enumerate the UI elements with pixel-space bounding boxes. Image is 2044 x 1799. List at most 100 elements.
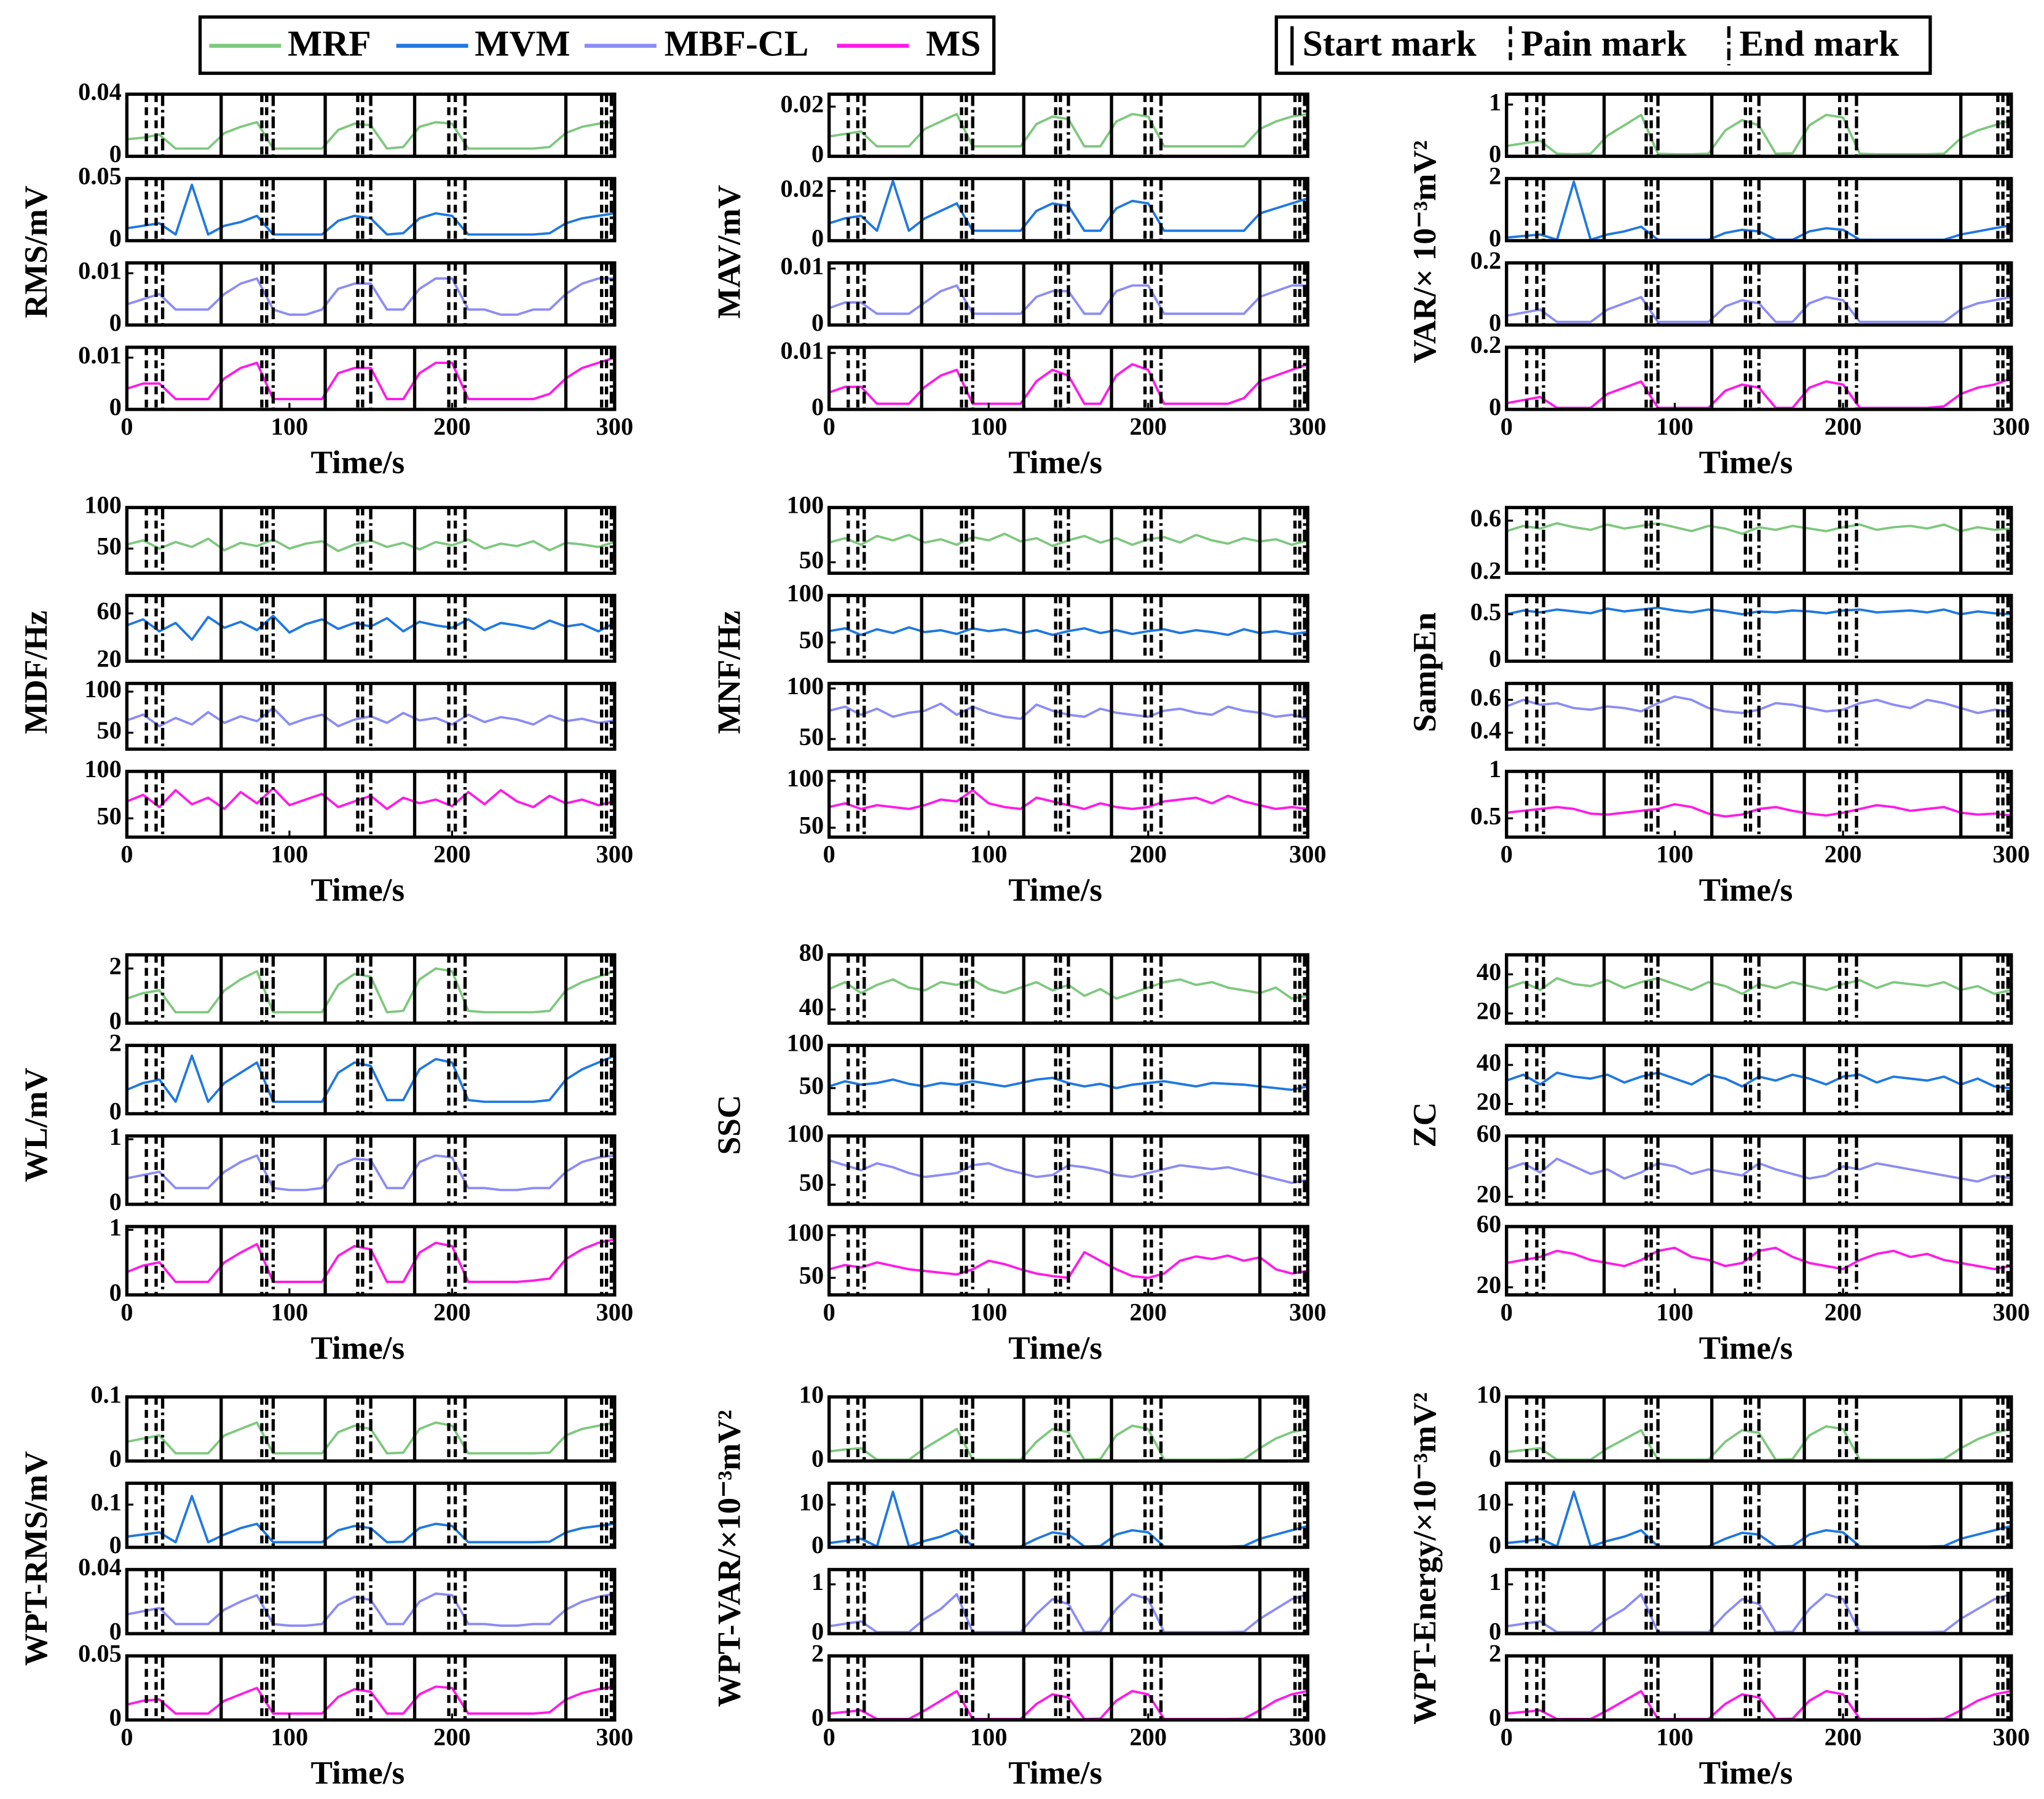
y-tick-label: 100 bbox=[787, 672, 824, 700]
axes-box bbox=[125, 1225, 617, 1297]
x-tick-label: 200 bbox=[1129, 413, 1167, 440]
y-tick-label: 100 bbox=[787, 579, 824, 607]
y-tick-label: 0 bbox=[1489, 1704, 1501, 1731]
y-tick-label: 0.02 bbox=[780, 175, 824, 202]
x-tick-label: 300 bbox=[1993, 840, 2030, 868]
x-tick-label: 100 bbox=[970, 1298, 1008, 1326]
axes-box bbox=[827, 1395, 1309, 1463]
x-tick-label: 0 bbox=[823, 1723, 835, 1751]
y-tick-label: 40 bbox=[799, 993, 824, 1021]
x-axis-label: Time/s bbox=[1008, 445, 1102, 481]
y-tick-label: 10 bbox=[799, 1488, 824, 1516]
axes-box bbox=[125, 92, 617, 158]
axes-box bbox=[827, 681, 1309, 751]
legend-label: Start mark bbox=[1303, 23, 1477, 63]
axes-box bbox=[827, 769, 1309, 839]
x-tick-label: 300 bbox=[1993, 1298, 2030, 1326]
x-axis-label: Time/s bbox=[1008, 872, 1102, 908]
axes-box bbox=[125, 261, 617, 327]
legend-label: MBF-CL bbox=[665, 23, 809, 63]
y-axis-label: WL/mV bbox=[18, 1067, 54, 1182]
y-tick-label: 0.2 bbox=[1470, 331, 1502, 358]
y-tick-label: 100 bbox=[84, 755, 122, 783]
y-tick-label: 20 bbox=[1477, 1180, 1501, 1208]
y-tick-label: 10 bbox=[1477, 1488, 1501, 1516]
x-tick-label: 0 bbox=[120, 1723, 133, 1751]
y-tick-label: 0.2 bbox=[1470, 247, 1502, 274]
axes-box bbox=[827, 1654, 1309, 1722]
y-axis-label: MNF/Hz bbox=[711, 611, 748, 734]
y-tick-label: 10 bbox=[799, 1380, 824, 1408]
y-axis-label: SSC bbox=[711, 1095, 748, 1155]
x-axis-label: Time/s bbox=[311, 445, 405, 481]
y-tick-label: 0.04 bbox=[78, 1553, 122, 1581]
x-tick-label: 300 bbox=[596, 1723, 634, 1751]
axes-box bbox=[125, 953, 617, 1025]
x-tick-label: 200 bbox=[1129, 1723, 1167, 1751]
y-tick-label: 50 bbox=[97, 716, 121, 744]
x-tick-label: 0 bbox=[823, 413, 835, 440]
y-tick-label: 0.01 bbox=[78, 257, 122, 285]
axes-box bbox=[827, 1225, 1309, 1297]
axes-box bbox=[827, 505, 1309, 575]
x-tick-label: 0 bbox=[1501, 840, 1513, 868]
y-tick-label: 50 bbox=[799, 722, 824, 750]
series-line bbox=[1506, 522, 2011, 536]
axes-box bbox=[1505, 953, 2013, 1025]
axes-box bbox=[1505, 1568, 2013, 1635]
y-tick-label: 2 bbox=[109, 1029, 122, 1057]
axes-box bbox=[1505, 1395, 2013, 1463]
x-tick-label: 200 bbox=[433, 840, 471, 868]
y-tick-label: 2 bbox=[1489, 162, 1501, 190]
series-line bbox=[126, 1054, 615, 1103]
axes-box bbox=[827, 1568, 1309, 1635]
x-tick-label: 100 bbox=[1656, 1298, 1694, 1326]
axes-box bbox=[125, 346, 617, 411]
y-tick-label: 20 bbox=[1477, 997, 1501, 1025]
y-tick-label: 0 bbox=[811, 1704, 824, 1731]
legend-label: End mark bbox=[1739, 23, 1900, 63]
y-tick-label: 0 bbox=[811, 224, 824, 252]
y-axis-label: MAV/mV bbox=[711, 185, 748, 319]
x-tick-label: 0 bbox=[120, 1298, 133, 1326]
y-tick-label: 0.01 bbox=[780, 252, 824, 280]
axes-box bbox=[1505, 346, 2013, 411]
x-axis-label: Time/s bbox=[1008, 1755, 1102, 1791]
y-tick-label: 1 bbox=[811, 1568, 824, 1595]
y-tick-label: 0.4 bbox=[1470, 716, 1502, 744]
axes-box bbox=[125, 1043, 617, 1116]
y-tick-label: 100 bbox=[84, 491, 122, 519]
y-tick-label: 50 bbox=[799, 1072, 824, 1099]
y-tick-label: 40 bbox=[1477, 958, 1501, 986]
y-tick-label: 0 bbox=[109, 224, 122, 252]
series-line bbox=[126, 356, 615, 400]
y-tick-label: 0 bbox=[109, 1097, 122, 1125]
y-tick-label: 0 bbox=[1489, 1617, 1501, 1645]
axes-box bbox=[827, 346, 1309, 411]
y-tick-label: 0.2 bbox=[1470, 557, 1502, 585]
series-line bbox=[1506, 803, 2012, 818]
y-tick-label: 100 bbox=[787, 1029, 824, 1057]
x-tick-label: 0 bbox=[1501, 413, 1513, 440]
y-tick-label: 50 bbox=[799, 546, 824, 574]
y-tick-label: 20 bbox=[1477, 1088, 1501, 1115]
x-tick-label: 100 bbox=[970, 413, 1008, 440]
y-tick-label: 0 bbox=[811, 393, 824, 421]
x-tick-label: 100 bbox=[1656, 840, 1694, 868]
x-tick-label: 0 bbox=[120, 840, 133, 868]
y-tick-label: 10 bbox=[1477, 1380, 1501, 1408]
x-tick-label: 0 bbox=[1501, 1723, 1513, 1751]
x-axis-label: Time/s bbox=[1008, 1330, 1102, 1366]
marks-legend-box bbox=[1274, 15, 1932, 75]
y-tick-label: 50 bbox=[97, 802, 121, 829]
y-tick-label: 80 bbox=[799, 938, 824, 966]
y-tick-label: 0 bbox=[1489, 1531, 1501, 1559]
y-tick-label: 2 bbox=[811, 1640, 824, 1667]
axes-box bbox=[125, 176, 617, 243]
x-tick-label: 200 bbox=[433, 413, 471, 440]
x-tick-label: 100 bbox=[271, 840, 309, 868]
series-line bbox=[829, 1077, 1308, 1091]
series-legend-box bbox=[198, 15, 996, 75]
legend-label: MS bbox=[926, 23, 981, 63]
y-tick-label: 0 bbox=[1489, 1445, 1501, 1473]
